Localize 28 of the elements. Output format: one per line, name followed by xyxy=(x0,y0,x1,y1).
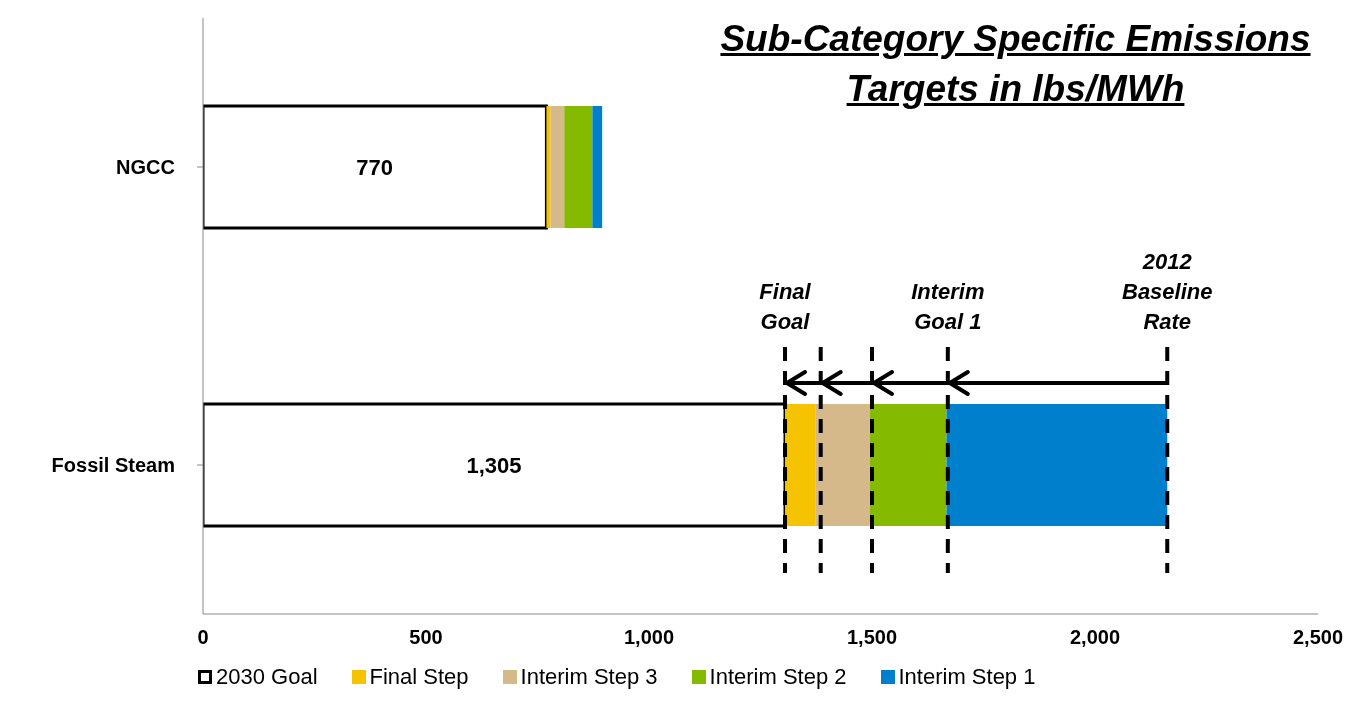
legend-label: Interim Step 2 xyxy=(709,664,847,690)
bar xyxy=(550,106,565,228)
x-tick-label: 1,500 xyxy=(846,626,898,649)
x-tick-label: 1,000 xyxy=(623,626,675,649)
data-label: 1,305 xyxy=(466,452,522,478)
bar xyxy=(564,106,593,228)
x-tick-label: 2,500 xyxy=(1292,626,1344,649)
data-label: 770 xyxy=(356,154,394,180)
ref-line-label: 2012 Baseline Rate xyxy=(1121,248,1214,336)
legend-label: Final Step xyxy=(369,664,469,690)
ref-line-label: Final Goal xyxy=(758,278,812,336)
bar xyxy=(785,404,816,526)
y-tick-label: NGCC xyxy=(116,156,175,179)
x-tick-label: 2,000 xyxy=(1069,626,1121,649)
legend-label: Interim Step 1 xyxy=(898,664,1036,690)
text: Sub-Category Specific Emissions Targets in lbs/MWh xyxy=(719,17,1312,111)
bar xyxy=(946,404,1168,526)
x-tick-label: 500 xyxy=(409,626,443,649)
legend-label: Interim Step 3 xyxy=(520,664,658,690)
bar xyxy=(546,106,551,228)
bar xyxy=(592,106,603,228)
legend-label: 2030 Goal xyxy=(216,664,318,690)
bar xyxy=(815,404,870,526)
x-tick-label: 0 xyxy=(197,626,209,649)
y-tick-label: Fossil Steam xyxy=(51,454,175,477)
bar xyxy=(203,104,548,230)
ref-line-label: Interim Goal 1 xyxy=(910,278,986,336)
bar xyxy=(869,404,947,526)
